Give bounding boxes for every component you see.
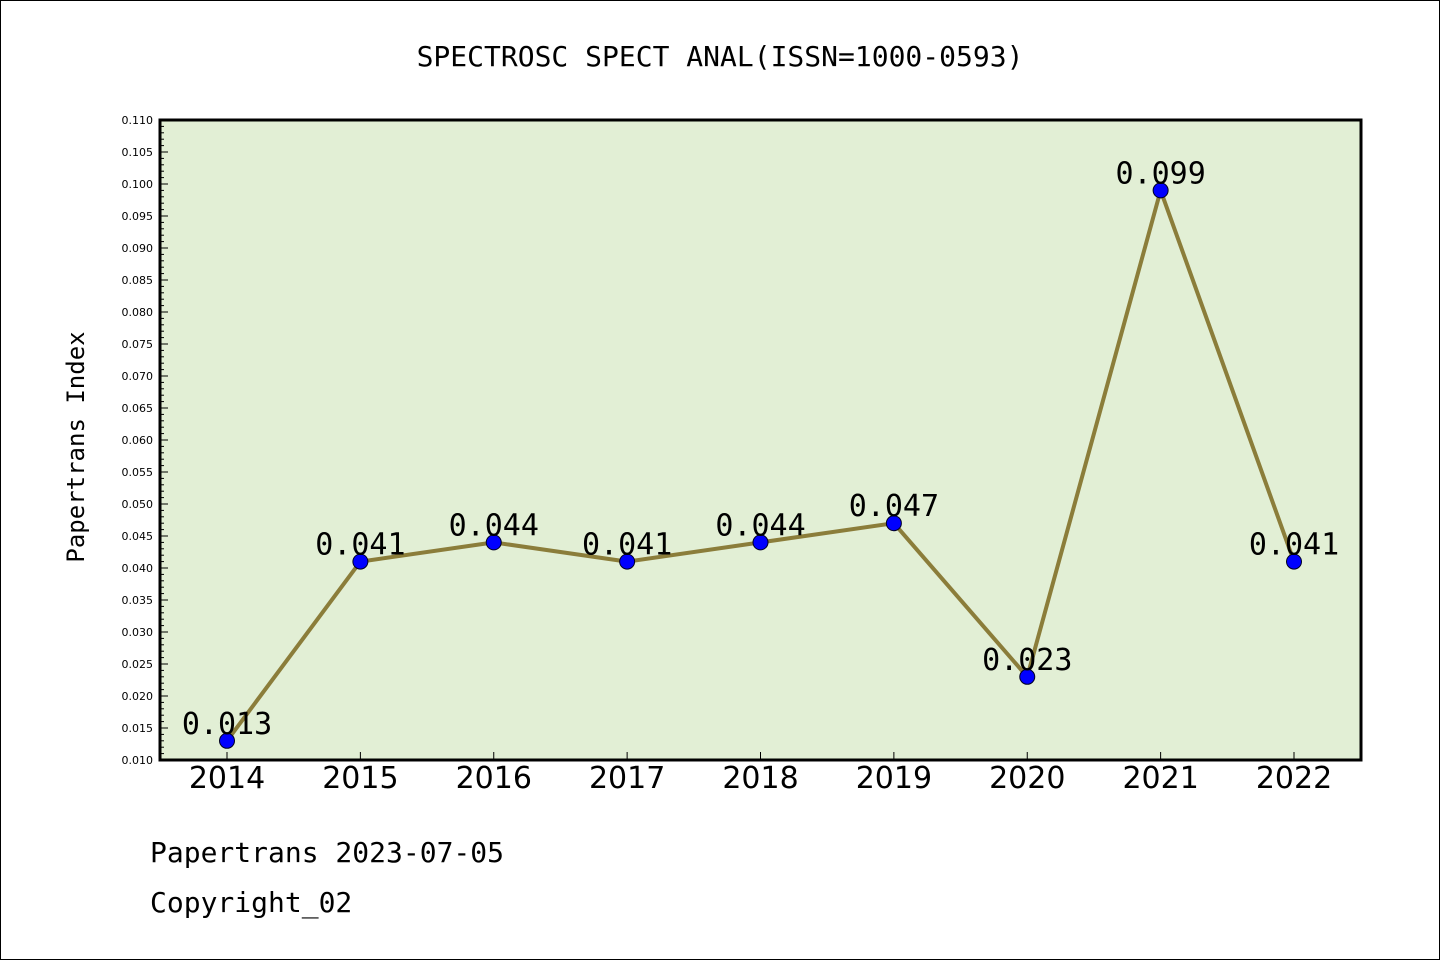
data-label: 0.041: [1249, 528, 1339, 563]
x-tick-label: 2014: [189, 761, 265, 796]
x-tick-label: 2020: [989, 761, 1065, 796]
data-label: 0.013: [182, 707, 272, 742]
x-tick-label: 2021: [1122, 761, 1198, 796]
footer-date: Papertrans 2023-07-05: [150, 836, 505, 869]
x-tick-label: 2018: [722, 761, 798, 796]
y-tick-label: 0.010: [122, 754, 154, 767]
y-tick-label: 0.060: [122, 434, 154, 447]
y-tick-label: 0.025: [122, 658, 154, 671]
y-tick-label: 0.040: [122, 562, 154, 575]
y-axis: 0.010 0.015 0.020 0.025 0.030 0.035 0.040 0.045…: [122, 114, 168, 767]
y-axis-label: Papertrans Index: [62, 331, 90, 562]
data-point: [619, 553, 636, 570]
x-tick-label: 2017: [589, 761, 665, 796]
x-tick-label: 2016: [456, 761, 532, 796]
data-label: 0.099: [1115, 156, 1205, 191]
y-tick-label: 0.105: [122, 146, 154, 159]
series-line-group: [219, 182, 1302, 749]
plot-area: [158, 118, 1363, 762]
data-point: [752, 534, 769, 551]
x-tick-label: 2022: [1256, 761, 1332, 796]
x-tick-label: 2019: [856, 761, 932, 796]
x-tick-label: 2015: [322, 761, 398, 796]
data-label: 0.044: [715, 508, 805, 543]
data-point: [485, 534, 502, 551]
y-tick-label: 0.075: [122, 338, 154, 351]
data-label: 0.047: [849, 489, 939, 524]
x-axis: 2014 2015 2016 2017 2018 2019 2020 2021 2022: [189, 752, 1332, 796]
data-point: [1019, 668, 1036, 685]
data-label: 0.041: [315, 528, 405, 563]
data-labels: 0.013 0.041 0.044 0.041 0.044 0.047 0.023 0.099…: [182, 156, 1339, 741]
y-tick-label: 0.045: [122, 530, 154, 543]
y-tick-label: 0.095: [122, 210, 154, 223]
chart-title: SPECTROSC SPECT ANAL(ISSN=1000-0593): [417, 40, 1024, 73]
y-tick-label: 0.100: [122, 178, 154, 191]
y-tick-label: 0.085: [122, 274, 154, 287]
y-tick-label: 0.080: [122, 306, 154, 319]
y-tick-label: 0.055: [122, 466, 154, 479]
footer-copyright: Copyright_02: [150, 886, 353, 919]
y-tick-label: 0.070: [122, 370, 154, 383]
data-point: [1286, 553, 1302, 570]
data-label: 0.041: [582, 528, 672, 563]
y-tick-label: 0.110: [122, 114, 154, 127]
data-point: [219, 732, 235, 749]
data-point: [885, 515, 902, 532]
y-tick-label: 0.065: [122, 402, 154, 415]
data-label: 0.023: [982, 643, 1072, 678]
y-tick-label: 0.030: [122, 626, 154, 639]
y-tick-label: 0.090: [122, 242, 154, 255]
y-tick-label: 0.015: [122, 722, 154, 735]
y-tick-label: 0.050: [122, 498, 154, 511]
data-label: 0.044: [449, 508, 539, 543]
data-point: [352, 553, 369, 570]
data-point: [1152, 182, 1169, 199]
y-tick-label: 0.035: [122, 594, 154, 607]
y-tick-label: 0.020: [122, 690, 154, 703]
